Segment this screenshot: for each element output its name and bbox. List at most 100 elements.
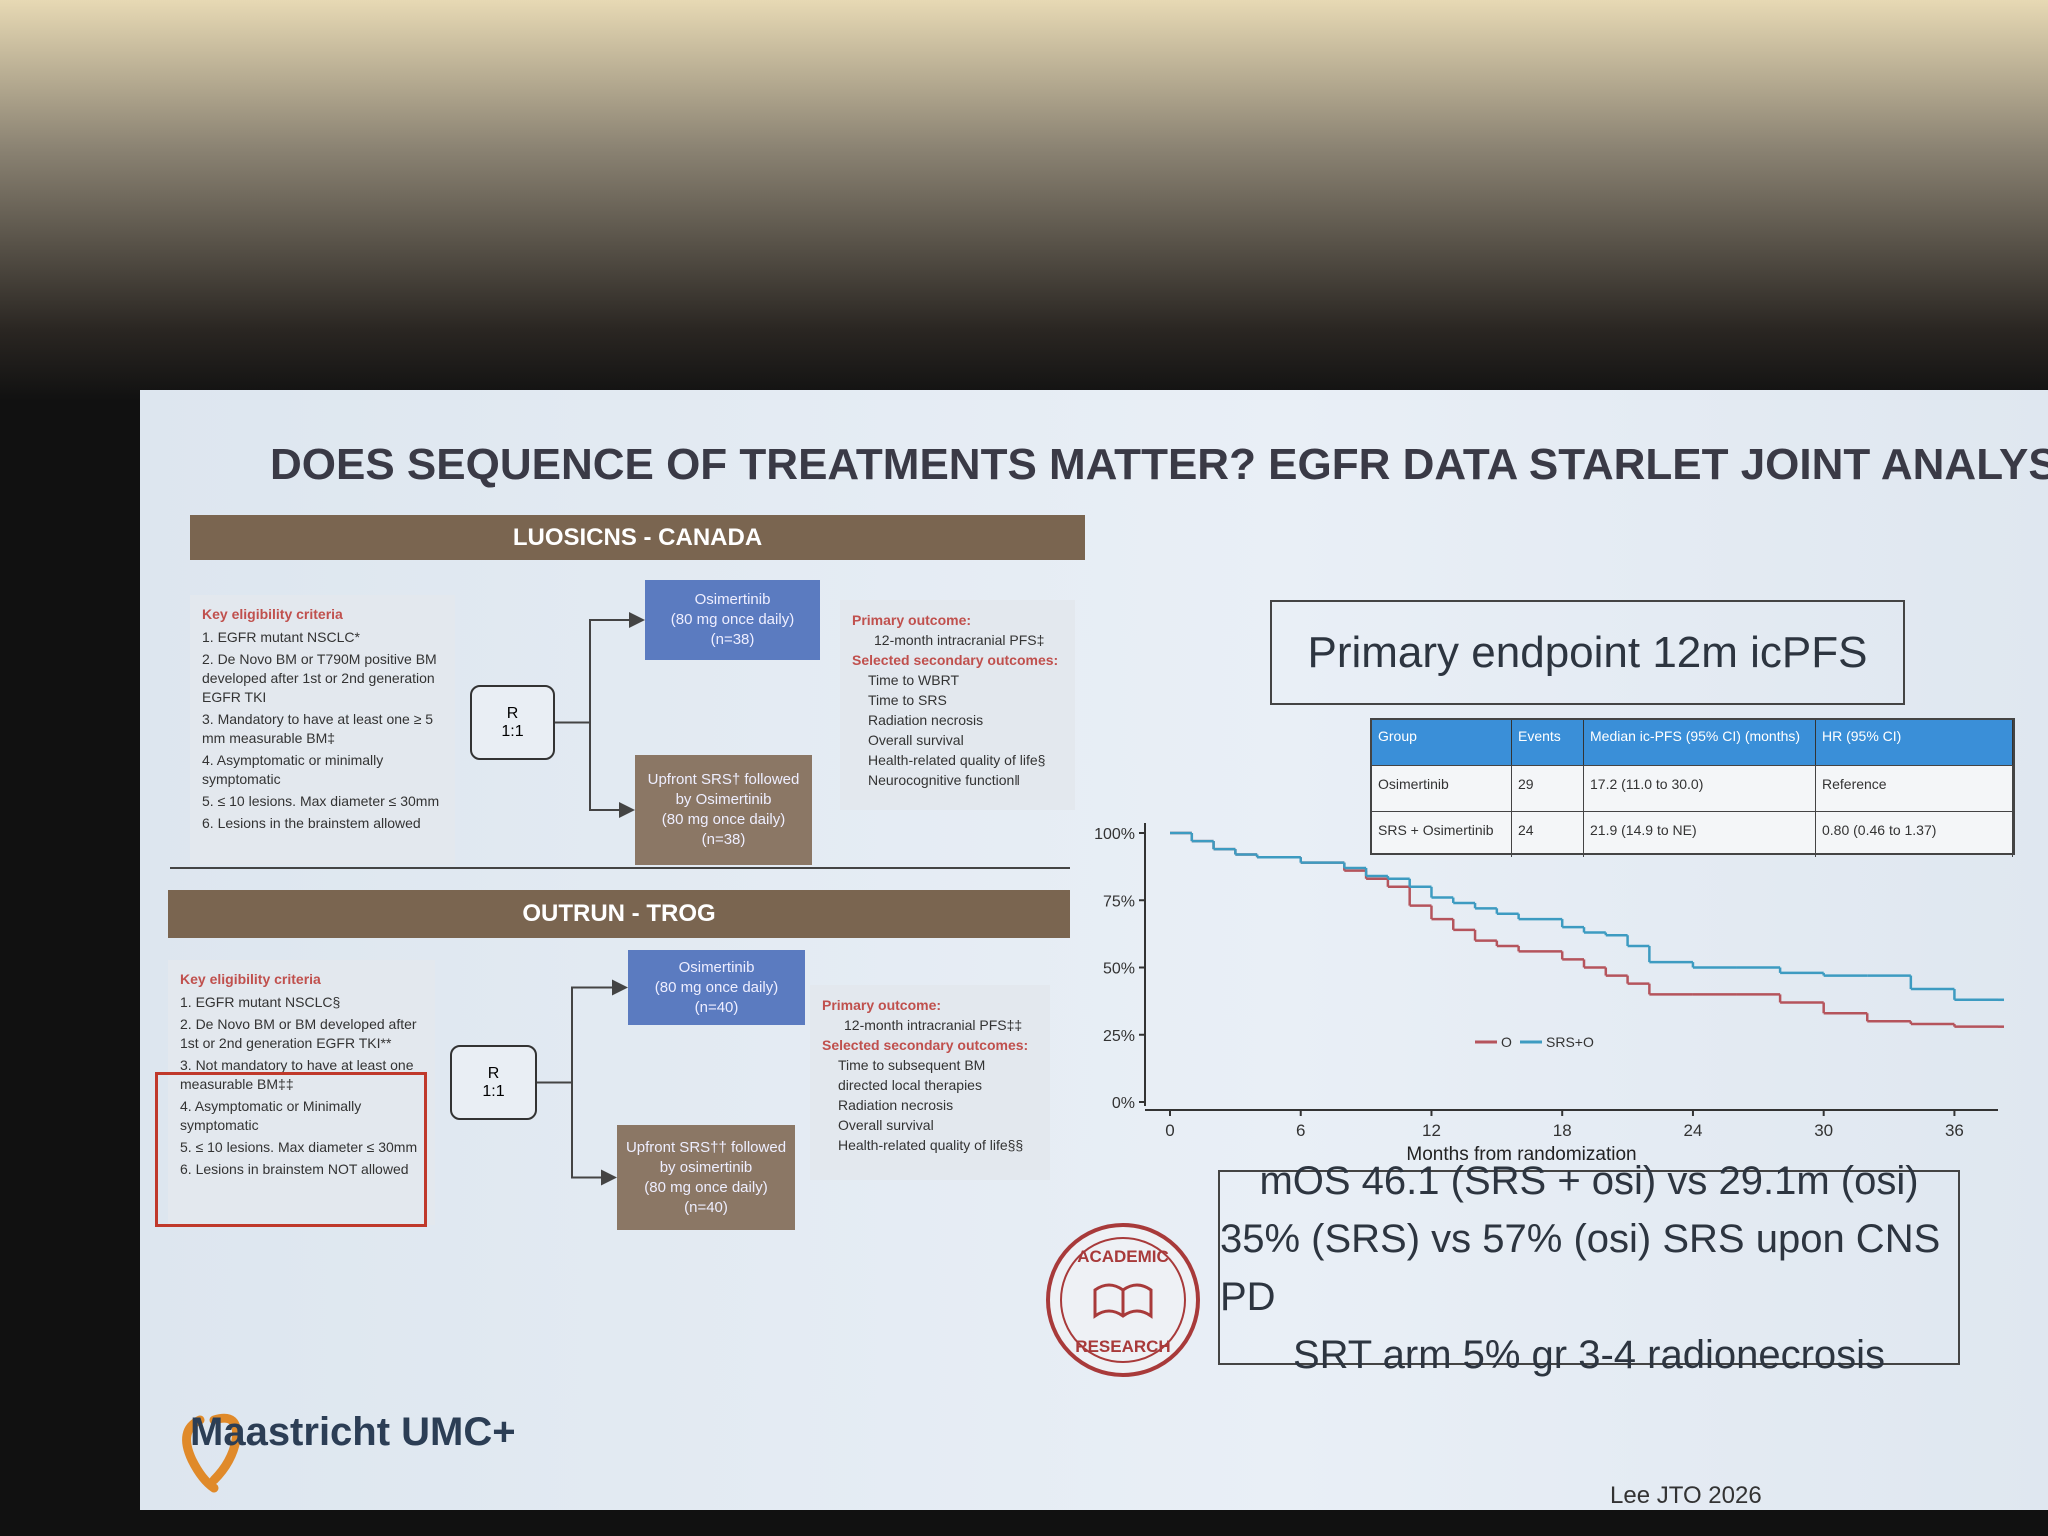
results-line: mOS 46.1 (SRS + osi) vs 29.1m (osi) (1259, 1158, 1919, 1203)
x-tick-label: 36 (1945, 1121, 1964, 1140)
logo-text: Maastricht UMC+ (190, 1410, 516, 1454)
randomization-text: R (506, 704, 519, 722)
arm-text: (n=38) (701, 831, 746, 848)
outcome-item: Health-related quality of life§ (868, 752, 1046, 768)
arm-box: Upfront SRS†† followed by osimertinib (80… (617, 1125, 795, 1230)
randomization-box: R 1:1 (470, 685, 555, 760)
outcome-item: Overall survival (838, 1117, 934, 1133)
eligibility-item: 2. De Novo BM or BM developed after 1st … (180, 1016, 417, 1051)
arm-box: Osimertinib (80 mg once daily) (n=40) (628, 950, 805, 1025)
results-box: mOS 46.1 (SRS + osi) vs 29.1m (osi) 35% (… (1218, 1159, 1960, 1377)
arm-text: (80 mg once daily) (644, 1178, 768, 1196)
arm-text: Osimertinib (694, 591, 771, 608)
arm-text: Upfront SRS† followed by Osimertinib (647, 771, 800, 808)
eligibility-item: 1. EGFR mutant NSCLC* (202, 629, 360, 645)
badge-text: ACADEMIC (1077, 1247, 1169, 1266)
eligibility-item: 3. Mandatory to have at least one ≥ 5 mm… (202, 711, 434, 746)
outcome-item: Time to WBRT (868, 672, 960, 688)
arm-text: (n=38) (710, 631, 755, 648)
x-tick-label: 30 (1814, 1121, 1833, 1140)
eligibility-item: 5. ≤ 10 lesions. Max diameter ≤ 30mm (202, 793, 440, 809)
arm-box: Upfront SRS† followed by Osimertinib (80 … (635, 755, 812, 865)
eligibility-item: 1. EGFR mutant NSCLC§ (180, 994, 341, 1010)
table-cell: 29 (1512, 765, 1584, 811)
eligibility-item: 6. Lesions in the brainstem allowed (202, 815, 421, 831)
arm-text: (n=40) (684, 1198, 728, 1216)
eligibility-box: Key eligibility criteria 1. EGFR mutant N… (168, 960, 435, 1225)
citation: Lee JTO 2026 (1610, 1482, 1762, 1509)
table-header: Median ic-PFS (95% CI) (months) (1584, 720, 1816, 765)
table-cell: 0.80 (0.46 to 1.37) (1816, 811, 2013, 857)
logo-mark (182, 1413, 242, 1493)
arrow (571, 1082, 617, 1186)
arm-box: Osimertinib (80 mg once daily) (n=38) (645, 580, 820, 660)
eligibility-item: 3. Not mandatory to have at least one me… (180, 1057, 414, 1092)
outcome-heading: Selected secondary outcomes: (822, 1037, 1029, 1053)
panel-header: OUTRUN - TROG (168, 890, 1070, 938)
outcome-item: Time to SRS (868, 692, 947, 708)
y-tick-label: 25% (1103, 1028, 1135, 1045)
randomization-text: 1:1 (501, 722, 524, 740)
legend-label: SRS+O (1546, 1034, 1594, 1050)
badge-book (1093, 1283, 1153, 1319)
arm-text: (n=40) (694, 998, 739, 1016)
y-tick-label: 50% (1103, 961, 1135, 978)
x-tick-label: 0 (1165, 1121, 1174, 1140)
eligibility-item: 2. De Novo BM or T790M positive BM devel… (202, 651, 437, 705)
outcome-heading: Primary outcome: (822, 997, 942, 1013)
x-tick-label: 24 (1683, 1121, 1702, 1140)
arm-text: (80 mg once daily) (654, 978, 779, 996)
randomization-text: R (487, 1064, 500, 1082)
badge-ring-inner (1060, 1237, 1186, 1363)
table-cell: Osimertinib (1372, 765, 1512, 811)
arm-text: Osimertinib (678, 958, 755, 976)
outcome-item: Overall survival (868, 732, 964, 748)
legend-label: O (1501, 1034, 1512, 1050)
randomization-box: R 1:1 (450, 1045, 537, 1120)
results-table: Group Events Median ic-PFS (95% CI) (month… (1370, 718, 2015, 857)
outcomes-box: Primary outcome: 12-month intracranial PF… (840, 600, 1075, 810)
table-header: HR (95% CI) (1816, 720, 2013, 765)
x-tick-label: 12 (1422, 1121, 1441, 1140)
table-cell: SRS + Osimertinib (1372, 811, 1512, 857)
endpoint-box: Primary endpoint 12m icPFS (1270, 600, 1905, 705)
outcome-item: Neurocognitive function‖ (868, 772, 1021, 788)
badge-text: RESEARCH (1075, 1337, 1170, 1356)
arm-text: (80 mg once daily) (670, 611, 795, 628)
slide-title: DOES SEQUENCE OF TREATMENTS MATTER? EGFR… (270, 440, 2048, 489)
randomization-text: 1:1 (482, 1082, 505, 1100)
arrow (589, 612, 645, 723)
y-tick-label: 75% (1103, 893, 1135, 910)
table-header: Group (1372, 720, 1512, 765)
table-cell: 24 (1512, 811, 1584, 857)
results-line: SRT arm 5% gr 3-4 radionecrosis (1292, 1332, 1886, 1377)
eligibility-item: 6. Lesions in brainstem NOT allowed (180, 1161, 409, 1177)
eligibility-item: 4. Asymptomatic or Minimally symptomatic (180, 1098, 362, 1133)
eligibility-heading: Key eligibility criteria (180, 971, 321, 987)
eligibility-box: Key eligibility criteria 1. EGFR mutant N… (190, 595, 455, 865)
highlight-box (155, 1072, 427, 1227)
x-tick-label: 18 (1553, 1121, 1572, 1140)
table-cell: 17.2 (11.0 to 30.0) (1584, 765, 1816, 811)
eligibility-item: 4. Asymptomatic or minimally symptomatic (202, 752, 384, 787)
table-header: Events (1512, 720, 1584, 765)
outcomes-box: Primary outcome: 12-month intracranial PF… (810, 985, 1050, 1180)
outcome-item: Time to subsequent BM directed local the… (838, 1057, 986, 1093)
arrow (589, 722, 635, 818)
arm-text: (80 mg once daily) (661, 811, 786, 828)
outcome-item: Radiation necrosis (868, 712, 984, 728)
outcome-item: 12-month intracranial PFS‡ (874, 632, 1045, 648)
panel-header: LUOSICNS - CANADA (190, 515, 1085, 560)
arm-text: Upfront SRS†† followed by osimertinib (625, 1138, 787, 1176)
y-tick-label: 0% (1112, 1095, 1135, 1112)
outcome-heading: Primary outcome: (852, 612, 972, 628)
table-cell: 21.9 (14.9 to NE) (1584, 811, 1816, 857)
x-axis-label: Months from randomization (1406, 1144, 1636, 1165)
outcome-item: Health-related quality of life§§ (838, 1137, 1024, 1153)
results-line: 35% (SRS) vs 57% (osi) SRS upon CNS PD (1220, 1216, 1941, 1319)
outcome-item: 12-month intracranial PFS‡‡ (844, 1017, 1023, 1033)
arrow (571, 979, 628, 1083)
table-cell: Reference (1816, 765, 2013, 811)
